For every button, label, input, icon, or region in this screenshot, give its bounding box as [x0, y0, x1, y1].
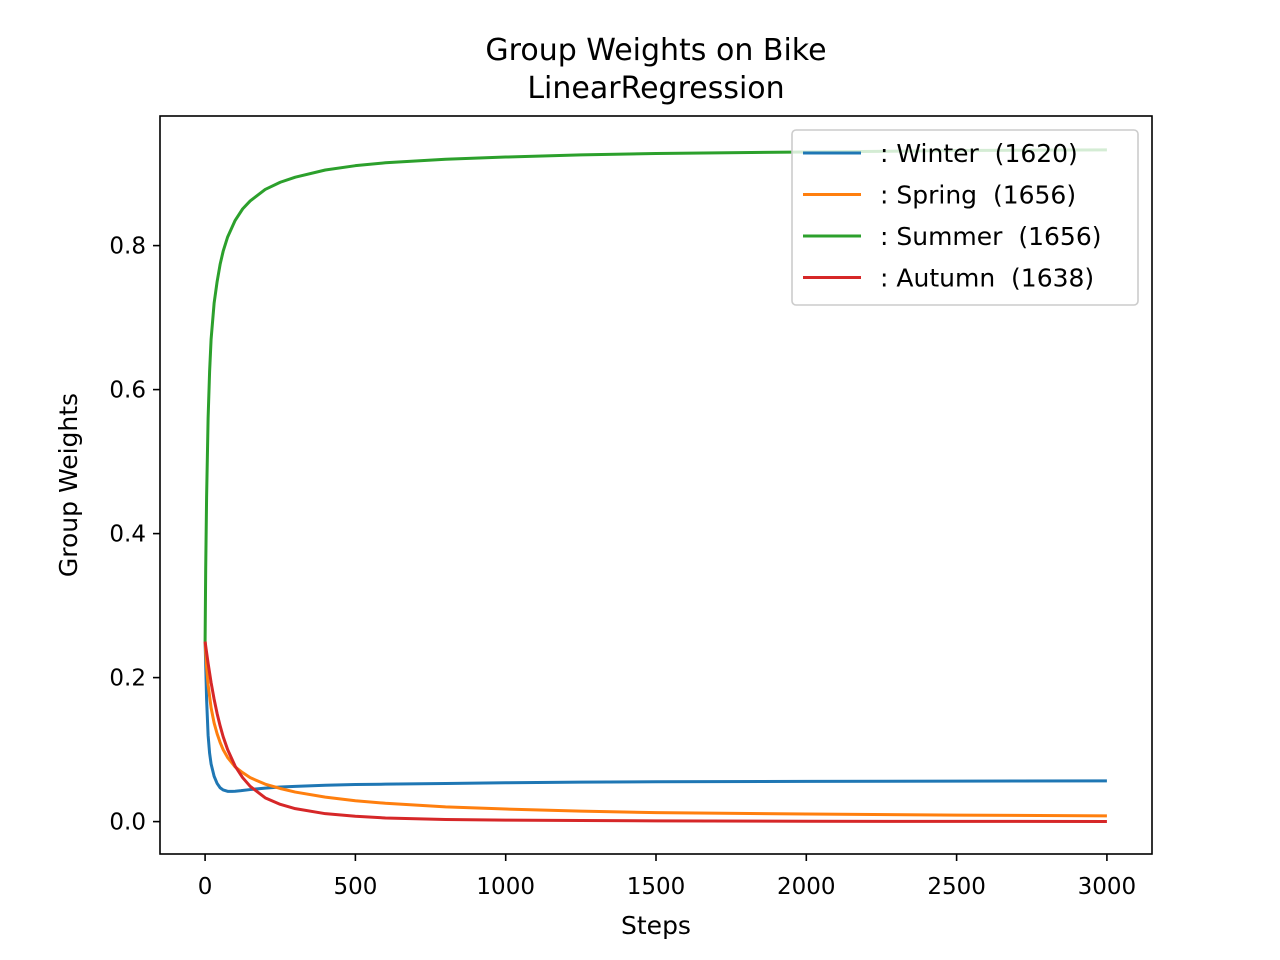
- y-axis: 0.0 0.2 0.4 0.6 0.8: [109, 234, 160, 836]
- x-tick-label: 1000: [476, 874, 535, 900]
- y-tick-label: 0.6: [109, 378, 146, 404]
- chart-title: Group Weights on Bike: [485, 33, 826, 68]
- series-layer: [203, 148, 1107, 823]
- x-axis-label: Steps: [621, 911, 691, 940]
- x-tick-label: 3000: [1078, 874, 1137, 900]
- chart-subtitle: LinearRegression: [527, 71, 784, 106]
- series-line-2: [203, 148, 1107, 642]
- x-axis: 0 500 1000 1500 2000 2500 3000: [198, 854, 1136, 900]
- legend-frame: [791, 129, 1139, 306]
- y-tick-label: 0.4: [109, 522, 146, 548]
- legend-label-2: : Summer (1656): [880, 222, 1101, 251]
- y-tick-label: 0.0: [109, 810, 146, 836]
- legend-label-1: : Spring (1656): [880, 181, 1076, 210]
- x-tick-label: 2000: [777, 874, 836, 900]
- y-axis-label: Group Weights: [54, 393, 83, 577]
- x-tick-label: 2500: [927, 874, 986, 900]
- legend-label-0: : Winter (1620): [880, 139, 1078, 168]
- x-tick-label: 1500: [627, 874, 686, 900]
- legend: : Winter (1620) : Spring (1656) : Summer (…: [791, 129, 1139, 306]
- x-tick-label: 500: [333, 874, 377, 900]
- x-tick-label: 0: [198, 874, 213, 900]
- y-tick-label: 0.8: [109, 234, 146, 260]
- series-line-3: [203, 641, 1107, 823]
- y-tick-label: 0.2: [109, 666, 146, 692]
- series-line-0: [203, 641, 1107, 793]
- legend-label-3: : Autumn (1638): [880, 264, 1094, 293]
- series-line-1: [203, 641, 1107, 818]
